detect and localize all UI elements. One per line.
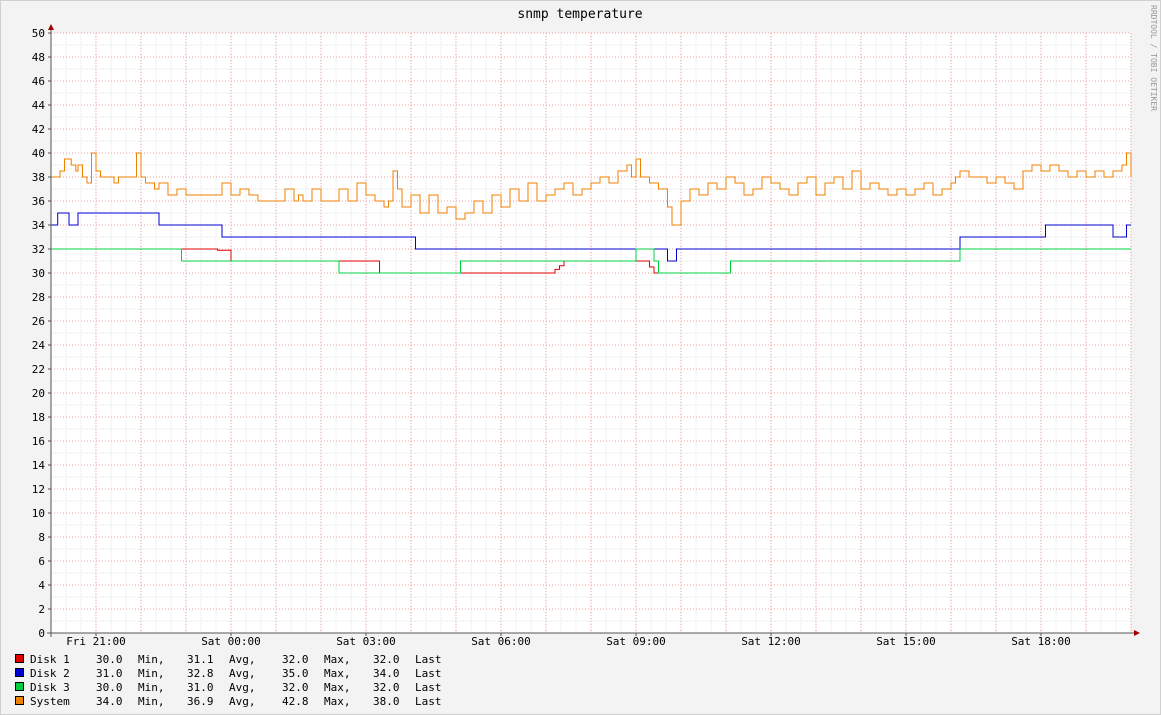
legend-min-value: 30.0 bbox=[96, 653, 123, 666]
chart-title: snmp temperature bbox=[517, 7, 642, 22]
legend-avg-label: Avg, bbox=[229, 653, 256, 666]
legend-last-label: Last bbox=[415, 695, 442, 708]
legend-series-name: System bbox=[30, 695, 70, 708]
legend-last-label: Last bbox=[415, 681, 442, 694]
y-axis-arrow bbox=[48, 24, 54, 30]
legend-max-label: Max, bbox=[324, 681, 351, 694]
legend: Disk 1 30.0 Min, 31.1 Avg, 32.0 Max, 32.0 Last Di… bbox=[15, 653, 442, 708]
y-tick-labels: 0246810121416182022242628303234363840424… bbox=[32, 27, 51, 640]
y-tick-label: 16 bbox=[32, 435, 45, 448]
legend-max-label: Max, bbox=[324, 653, 351, 666]
y-tick-label: 40 bbox=[32, 147, 45, 160]
x-tick-label: Sat 18:00 bbox=[1011, 635, 1071, 648]
y-tick-label: 26 bbox=[32, 315, 45, 328]
axes bbox=[47, 24, 1140, 637]
y-tick-label: 24 bbox=[32, 339, 46, 352]
legend-last-value: 38.0 bbox=[373, 695, 400, 708]
legend-min-value: 31.0 bbox=[96, 667, 123, 680]
y-tick-label: 2 bbox=[38, 603, 45, 616]
legend-last-label: Last bbox=[415, 667, 442, 680]
series-layer bbox=[51, 152, 1132, 274]
legend-max-label: Max, bbox=[324, 695, 351, 708]
legend-max-value: 35.0 bbox=[282, 667, 309, 680]
legend-swatch-disk-2 bbox=[15, 668, 24, 677]
legend-avg-value: 31.0 bbox=[187, 681, 214, 694]
y-tick-label: 6 bbox=[38, 555, 45, 568]
legend-series-name: Disk 1 bbox=[30, 653, 70, 666]
series-line-disk-2 bbox=[51, 212, 1131, 262]
y-tick-label: 18 bbox=[32, 411, 45, 424]
y-tick-label: 38 bbox=[32, 171, 45, 184]
x-axis-arrow bbox=[1134, 630, 1140, 636]
legend-max-value: 42.8 bbox=[282, 695, 309, 708]
y-tick-label: 30 bbox=[32, 267, 45, 280]
series-line-system bbox=[51, 152, 1132, 226]
x-tick-label: Sat 09:00 bbox=[606, 635, 666, 648]
legend-avg-label: Avg, bbox=[229, 695, 256, 708]
y-tick-label: 12 bbox=[32, 483, 45, 496]
legend-avg-value: 31.1 bbox=[187, 653, 214, 666]
legend-swatch-disk-3 bbox=[15, 682, 24, 691]
legend-last-value: 32.0 bbox=[373, 653, 400, 666]
legend-max-label: Max, bbox=[324, 667, 351, 680]
legend-series-name: Disk 3 bbox=[30, 681, 70, 694]
y-tick-label: 8 bbox=[38, 531, 45, 544]
x-tick-label: Sat 12:00 bbox=[741, 635, 801, 648]
y-tick-label: 50 bbox=[32, 27, 45, 40]
x-tick-labels: Fri 21:00 Sat 00:00 Sat 03:00 Sat 06:00 Sat … bbox=[66, 633, 1071, 648]
watermark-label: RRDTOOL / TOBI OETIKER bbox=[1149, 5, 1158, 111]
legend-last-value: 34.0 bbox=[373, 667, 400, 680]
y-tick-label: 44 bbox=[32, 99, 46, 112]
x-tick-label: Fri 21:00 bbox=[66, 635, 126, 648]
y-tick-label: 42 bbox=[32, 123, 45, 136]
x-tick-label: Sat 06:00 bbox=[471, 635, 531, 648]
legend-swatch-system bbox=[15, 696, 24, 705]
series-line-disk-3 bbox=[51, 248, 1131, 274]
y-tick-label: 0 bbox=[38, 627, 45, 640]
legend-last-label: Last bbox=[415, 653, 442, 666]
legend-avg-value: 32.8 bbox=[187, 667, 214, 680]
legend-swatch-disk-1 bbox=[15, 654, 24, 663]
legend-min-label: Min, bbox=[138, 653, 165, 666]
y-tick-label: 48 bbox=[32, 51, 45, 64]
legend-min-label: Min, bbox=[138, 681, 165, 694]
legend-last-value: 32.0 bbox=[373, 681, 400, 694]
legend-series-name: Disk 2 bbox=[30, 667, 70, 680]
legend-avg-label: Avg, bbox=[229, 667, 256, 680]
x-tick-label: Sat 03:00 bbox=[336, 635, 396, 648]
y-tick-label: 36 bbox=[32, 195, 45, 208]
legend-avg-label: Avg, bbox=[229, 681, 256, 694]
legend-max-value: 32.0 bbox=[282, 681, 309, 694]
x-tick-label: Sat 15:00 bbox=[876, 635, 936, 648]
legend-min-value: 34.0 bbox=[96, 695, 123, 708]
legend-max-value: 32.0 bbox=[282, 653, 309, 666]
y-tick-label: 20 bbox=[32, 387, 45, 400]
y-tick-label: 46 bbox=[32, 75, 45, 88]
x-tick-label: Sat 00:00 bbox=[201, 635, 261, 648]
legend-min-label: Min, bbox=[138, 667, 165, 680]
y-tick-label: 4 bbox=[38, 579, 45, 592]
y-tick-label: 34 bbox=[32, 219, 46, 232]
legend-min-value: 30.0 bbox=[96, 681, 123, 694]
legend-avg-value: 36.9 bbox=[187, 695, 214, 708]
y-tick-label: 10 bbox=[32, 507, 45, 520]
y-tick-label: 22 bbox=[32, 363, 45, 376]
major-grid bbox=[50, 32, 1132, 634]
y-tick-label: 32 bbox=[32, 243, 45, 256]
y-tick-label: 28 bbox=[32, 291, 45, 304]
legend-min-label: Min, bbox=[138, 695, 165, 708]
y-tick-label: 14 bbox=[32, 459, 46, 472]
